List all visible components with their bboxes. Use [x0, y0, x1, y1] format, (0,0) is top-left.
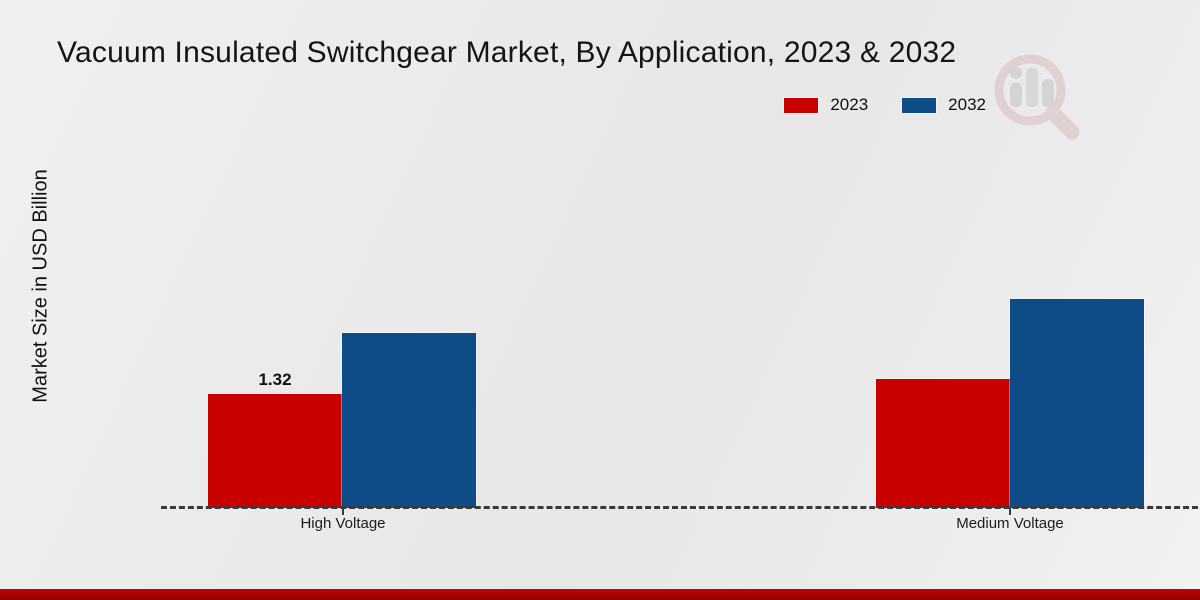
magnifier-bar-chart-logo-icon — [994, 54, 1080, 140]
bar-2023-high-voltage — [207, 393, 343, 509]
legend-swatch-2032-icon — [901, 96, 938, 114]
legend: 2023 2032 — [783, 95, 986, 115]
legend-item-2032: 2032 — [901, 95, 986, 115]
legend-label-2032: 2032 — [948, 95, 986, 114]
x-axis-label-medium-voltage: Medium Voltage — [956, 515, 1064, 532]
bar-2032-medium-voltage — [1008, 298, 1145, 509]
bar-value-label: 1.32 — [258, 370, 292, 389]
bar-2032-high-voltage — [341, 332, 477, 509]
bar-2023-medium-voltage — [874, 378, 1011, 509]
legend-item-2023: 2023 — [783, 95, 869, 115]
footer-band — [0, 589, 1200, 600]
y-axis-label: Market Size in USD Billion — [29, 169, 52, 403]
legend-label-2023: 2023 — [830, 95, 869, 114]
x-axis-tick-medium-voltage — [1009, 508, 1011, 515]
x-axis-baseline — [161, 506, 1198, 509]
chart-title: Vacuum Insulated Switchgear Market, By A… — [57, 36, 957, 69]
x-axis-tick-high-voltage — [342, 508, 344, 515]
x-axis-label-high-voltage: High Voltage — [300, 515, 386, 532]
legend-swatch-2023-icon — [783, 96, 820, 114]
